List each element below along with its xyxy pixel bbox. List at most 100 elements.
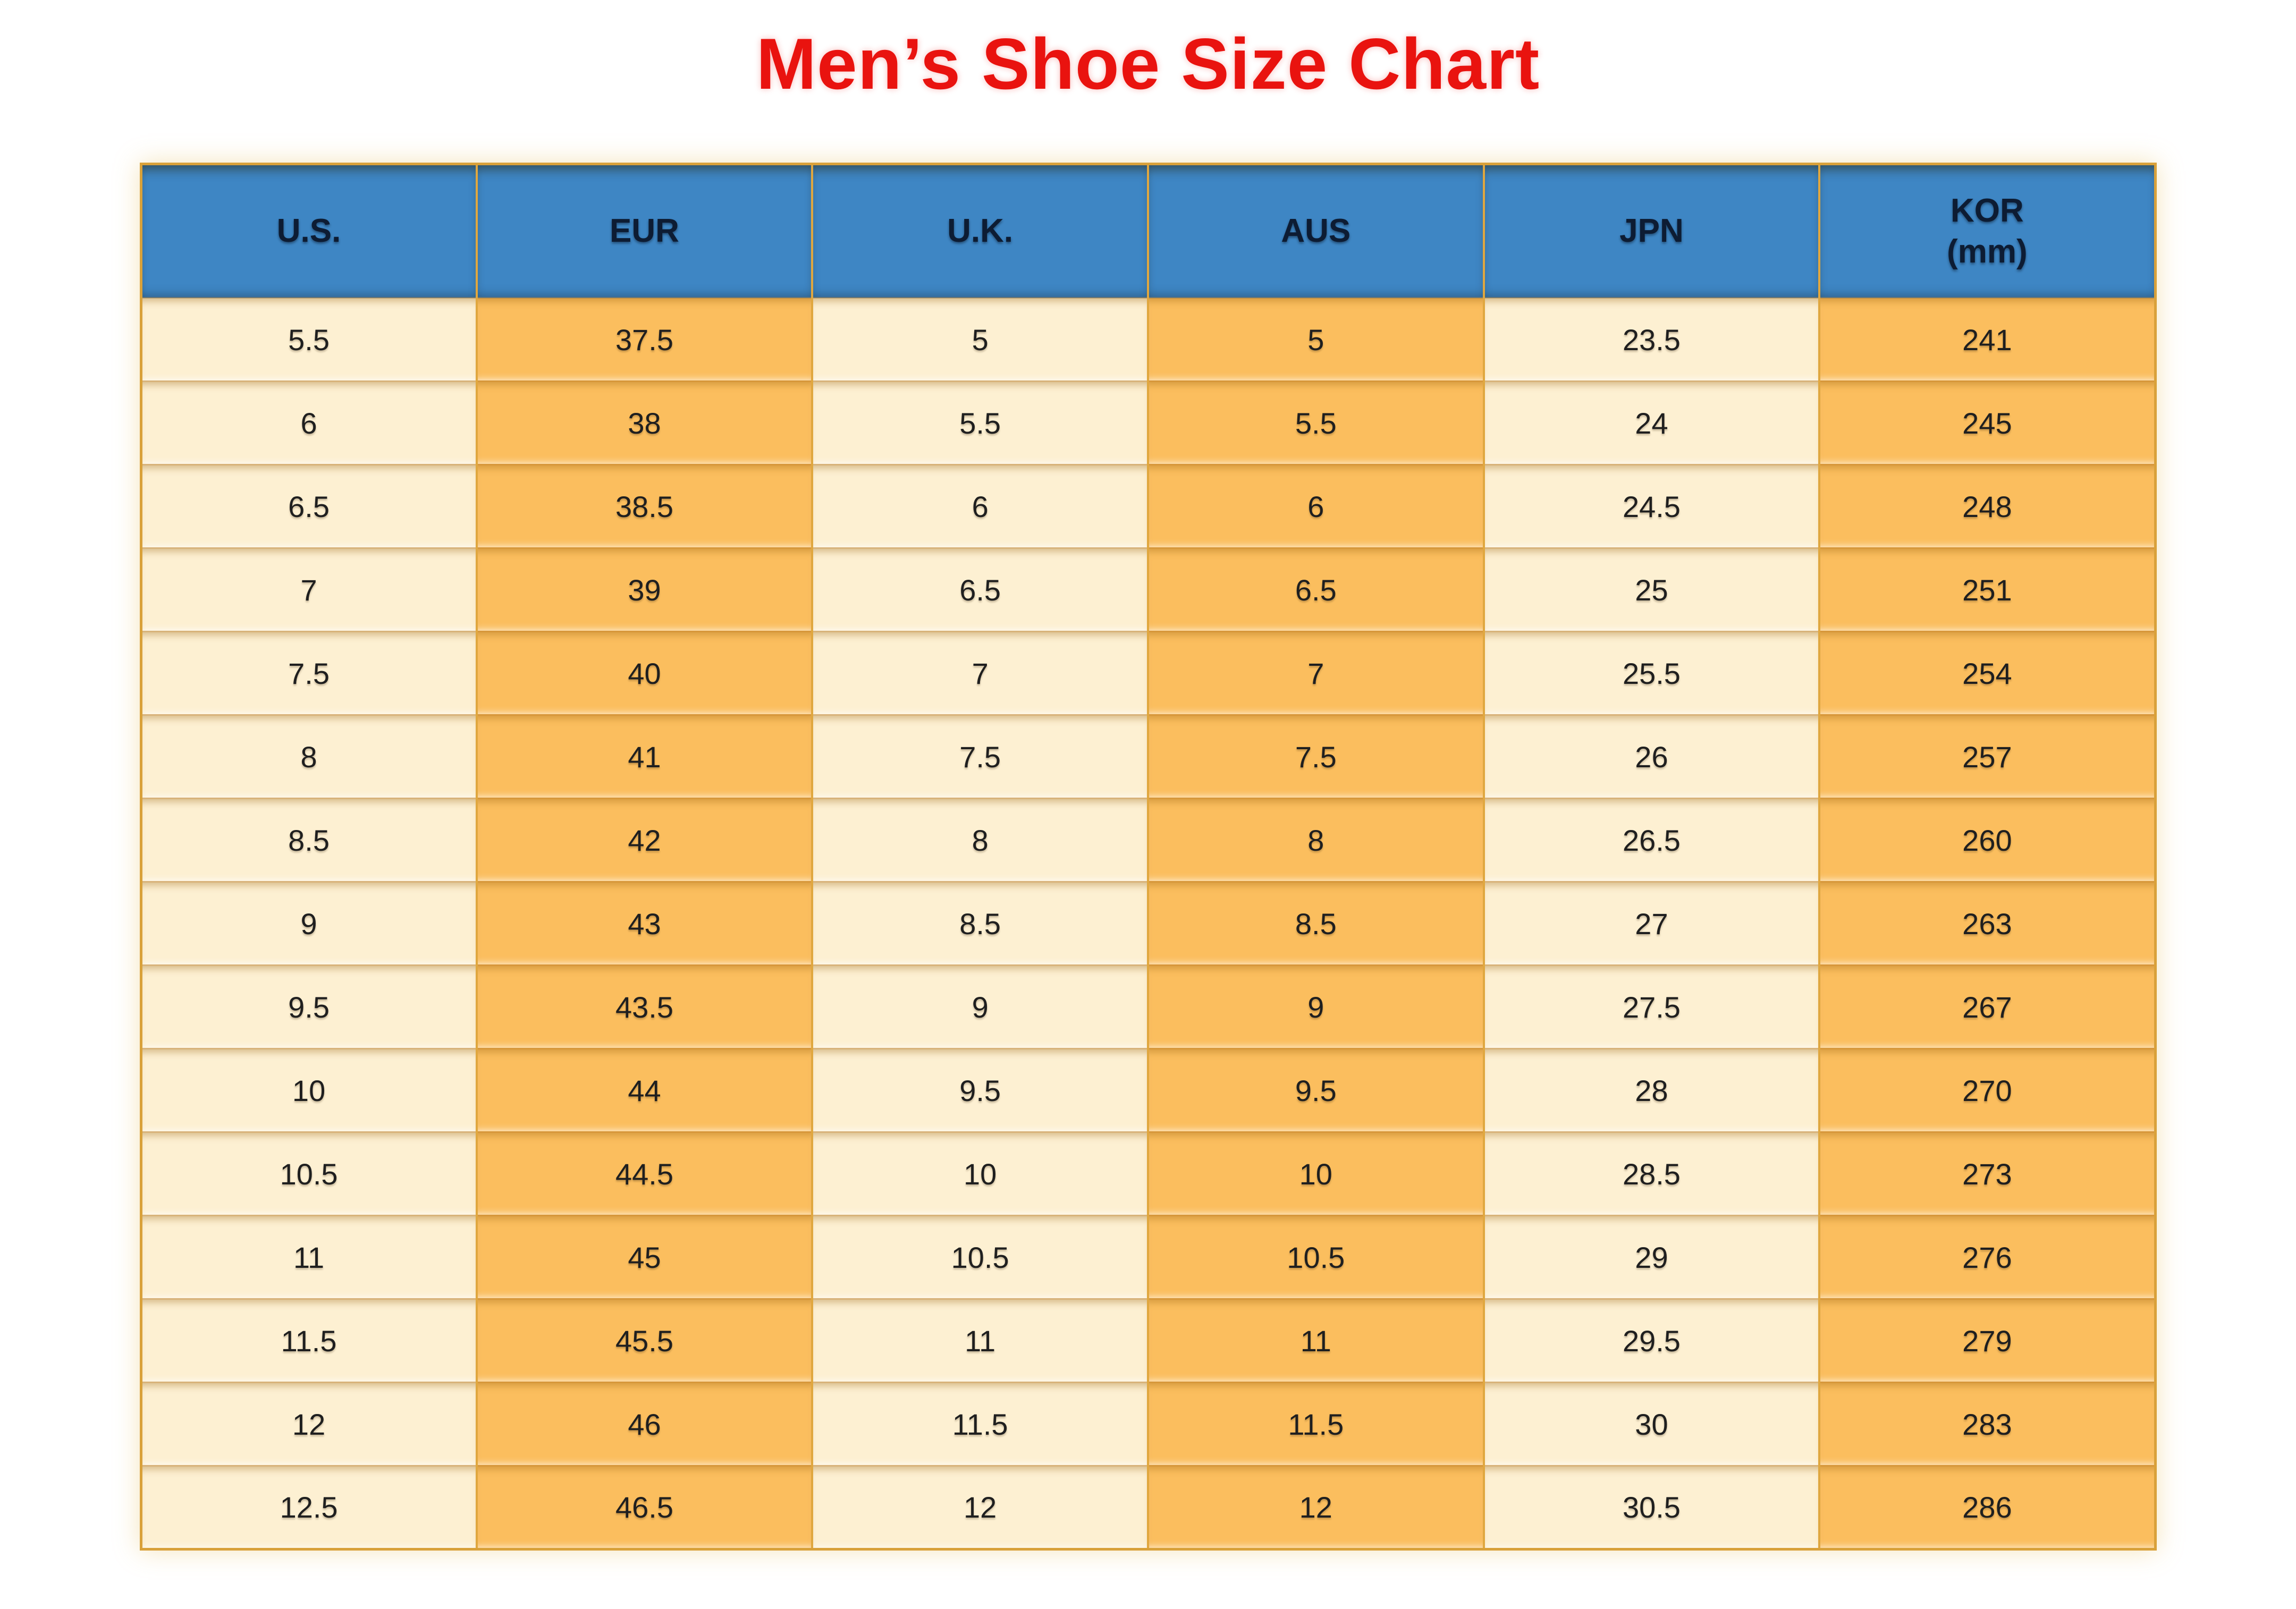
table-row: 11.5 45.5 11 11 29.5 279 — [141, 1298, 2155, 1383]
size-cell: 11.5 — [811, 1382, 1148, 1466]
size-cell: 9.5 — [141, 964, 477, 1049]
size-cell: 263 — [1818, 881, 2155, 966]
table-row: 7.5 40 7 7 25.5 254 — [141, 631, 2155, 715]
size-cell: 28.5 — [1482, 1131, 1820, 1216]
size-cell: 286 — [1818, 1465, 2155, 1549]
table-row: 8.5 42 8 8 26.5 260 — [141, 798, 2155, 882]
column-header-jpn: JPN — [1482, 164, 1820, 298]
size-cell: 7.5 — [811, 714, 1148, 799]
size-cell: 28 — [1482, 1048, 1820, 1132]
size-cell: 6 — [811, 464, 1148, 548]
size-cell: 8 — [1146, 798, 1484, 882]
table-row: 8 41 7.5 7.5 26 257 — [141, 714, 2155, 799]
table-row: 6.5 38.5 6 6 24.5 248 — [141, 464, 2155, 548]
column-header-label: U.S. — [276, 213, 341, 250]
table-row: 12.5 46.5 12 12 30.5 286 — [141, 1465, 2155, 1549]
size-cell: 279 — [1818, 1298, 2155, 1383]
size-cell: 10 — [811, 1131, 1148, 1216]
size-cell: 10 — [141, 1048, 477, 1132]
size-cell: 241 — [1818, 297, 2155, 382]
size-cell: 254 — [1818, 631, 2155, 715]
size-cell: 245 — [1818, 380, 2155, 465]
column-header-us: U.S. — [141, 164, 477, 298]
size-cell: 11.5 — [141, 1298, 477, 1383]
size-cell: 5.5 — [811, 380, 1148, 465]
size-cell: 37.5 — [475, 297, 813, 382]
size-cell: 7 — [811, 631, 1148, 715]
size-cell: 283 — [1818, 1382, 2155, 1466]
size-cell: 42 — [475, 798, 813, 882]
table-row: 10 44 9.5 9.5 28 270 — [141, 1048, 2155, 1132]
size-cell: 6.5 — [811, 547, 1148, 632]
column-header-aus: AUS — [1146, 164, 1484, 298]
size-cell: 6 — [1146, 464, 1484, 548]
table-header: U.S. EUR U.K. AUS JPN KOR (mm) — [141, 164, 2155, 298]
column-header-kor: KOR (mm) — [1818, 164, 2155, 298]
size-cell: 11 — [141, 1215, 477, 1299]
column-header-label: AUS — [1281, 213, 1351, 250]
size-cell: 8 — [141, 714, 477, 799]
column-header-eur: EUR — [475, 164, 813, 298]
size-cell: 46.5 — [475, 1465, 813, 1549]
size-cell: 10.5 — [1146, 1215, 1484, 1299]
size-cell: 26 — [1482, 714, 1820, 799]
size-cell: 38.5 — [475, 464, 813, 548]
size-cell: 46 — [475, 1382, 813, 1466]
size-cell: 9 — [811, 964, 1148, 1049]
size-cell: 45 — [475, 1215, 813, 1299]
page-title: Men’s Shoe Size Chart — [756, 23, 1540, 104]
size-cell: 12 — [811, 1465, 1148, 1549]
size-cell: 7 — [141, 547, 477, 632]
table-row: 9.5 43.5 9 9 27.5 267 — [141, 964, 2155, 1049]
size-cell: 12 — [1146, 1465, 1484, 1549]
size-cell: 12.5 — [141, 1465, 477, 1549]
size-cell: 29 — [1482, 1215, 1820, 1299]
size-cell: 39 — [475, 547, 813, 632]
size-cell: 260 — [1818, 798, 2155, 882]
size-cell: 11 — [811, 1298, 1148, 1383]
size-cell: 5.5 — [1146, 380, 1484, 465]
size-cell: 26.5 — [1482, 798, 1820, 882]
size-cell: 9 — [141, 881, 477, 966]
size-cell: 10 — [1146, 1131, 1484, 1216]
size-cell: 251 — [1818, 547, 2155, 632]
column-header-label: JPN — [1619, 213, 1684, 250]
size-cell: 9.5 — [1146, 1048, 1484, 1132]
size-cell: 43.5 — [475, 964, 813, 1049]
size-cell: 40 — [475, 631, 813, 715]
table-row: 9 43 8.5 8.5 27 263 — [141, 881, 2155, 966]
size-cell: 27 — [1482, 881, 1820, 966]
size-cell: 25 — [1482, 547, 1820, 632]
size-cell: 5 — [1146, 297, 1484, 382]
table-row: 11 45 10.5 10.5 29 276 — [141, 1215, 2155, 1299]
size-cell: 267 — [1818, 964, 2155, 1049]
shoe-size-table: U.S. EUR U.K. AUS JPN KOR (mm) 5.5 37.5 5 5 23.5 24… — [139, 163, 2157, 1551]
table-row: 5.5 37.5 5 5 23.5 241 — [141, 297, 2155, 382]
table-row: 7 39 6.5 6.5 25 251 — [141, 547, 2155, 632]
table-row: 10.5 44.5 10 10 28.5 273 — [141, 1131, 2155, 1216]
column-header-label: U.K. — [947, 213, 1014, 250]
size-cell: 9 — [1146, 964, 1484, 1049]
size-cell: 257 — [1818, 714, 2155, 799]
table-row: 12 46 11.5 11.5 30 283 — [141, 1382, 2155, 1466]
header-row: U.S. EUR U.K. AUS JPN KOR (mm) — [141, 164, 2155, 298]
size-cell: 8 — [811, 798, 1148, 882]
size-cell: 29.5 — [1482, 1298, 1820, 1383]
size-cell: 7.5 — [141, 631, 477, 715]
size-cell: 43 — [475, 881, 813, 966]
size-cell: 44.5 — [475, 1131, 813, 1216]
size-cell: 25.5 — [1482, 631, 1820, 715]
size-cell: 248 — [1818, 464, 2155, 548]
size-cell: 6 — [141, 380, 477, 465]
size-cell: 10.5 — [141, 1131, 477, 1216]
size-cell: 7.5 — [1146, 714, 1484, 799]
size-cell: 5 — [811, 297, 1148, 382]
column-header-uk: U.K. — [811, 164, 1148, 298]
size-cell: 8.5 — [141, 798, 477, 882]
column-header-label: EUR — [610, 213, 679, 250]
size-cell: 23.5 — [1482, 297, 1820, 382]
size-cell: 30 — [1482, 1382, 1820, 1466]
size-cell: 24.5 — [1482, 464, 1820, 548]
column-header-sublabel: (mm) — [1947, 233, 2028, 270]
table-body: 5.5 37.5 5 5 23.5 241 6 38 5.5 5.5 24 245 6.5 38.5 6 6 2… — [141, 297, 2155, 1549]
